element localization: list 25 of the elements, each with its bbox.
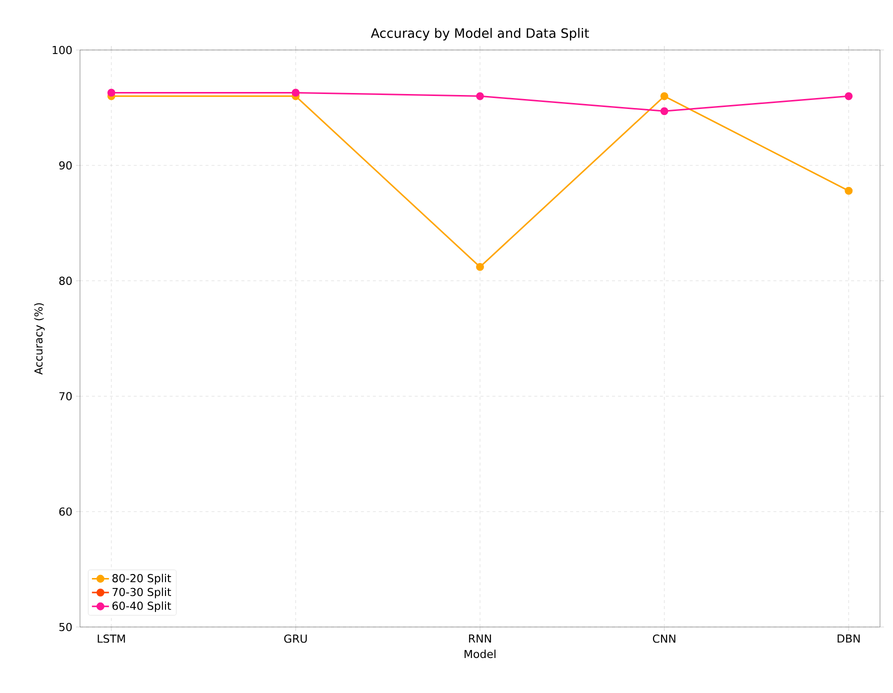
y-axis-title: Accuracy (%) xyxy=(34,303,45,375)
chart-title: Accuracy by Model and Data Split xyxy=(370,28,589,40)
y-tick-label: 90 xyxy=(59,161,72,170)
point xyxy=(107,88,116,97)
y-tick-label: 60 xyxy=(59,507,72,516)
point xyxy=(660,92,668,100)
x-tick-label: CNN xyxy=(652,634,676,643)
y-tick-label: 100 xyxy=(52,46,72,54)
x-tick-label: LSTM xyxy=(98,634,125,643)
point xyxy=(844,186,853,195)
y-tick-label: 70 xyxy=(59,392,72,400)
point xyxy=(660,107,668,116)
legend-label: 80-20 Split xyxy=(112,574,172,584)
x-axis-title: Model xyxy=(464,650,496,658)
y-tick-label: 50 xyxy=(59,622,72,632)
point xyxy=(476,262,484,271)
x-tick-label: DBN xyxy=(838,634,860,643)
point xyxy=(292,88,300,97)
legend-label: 60-40 Split xyxy=(112,601,172,612)
x-tick-label: RNN xyxy=(469,634,491,643)
x-tick-label: GRU xyxy=(284,634,307,643)
y-tick-label: 80 xyxy=(59,276,72,285)
point xyxy=(476,92,484,100)
point xyxy=(844,92,853,100)
legend-label: 70-30 Split xyxy=(112,588,172,598)
